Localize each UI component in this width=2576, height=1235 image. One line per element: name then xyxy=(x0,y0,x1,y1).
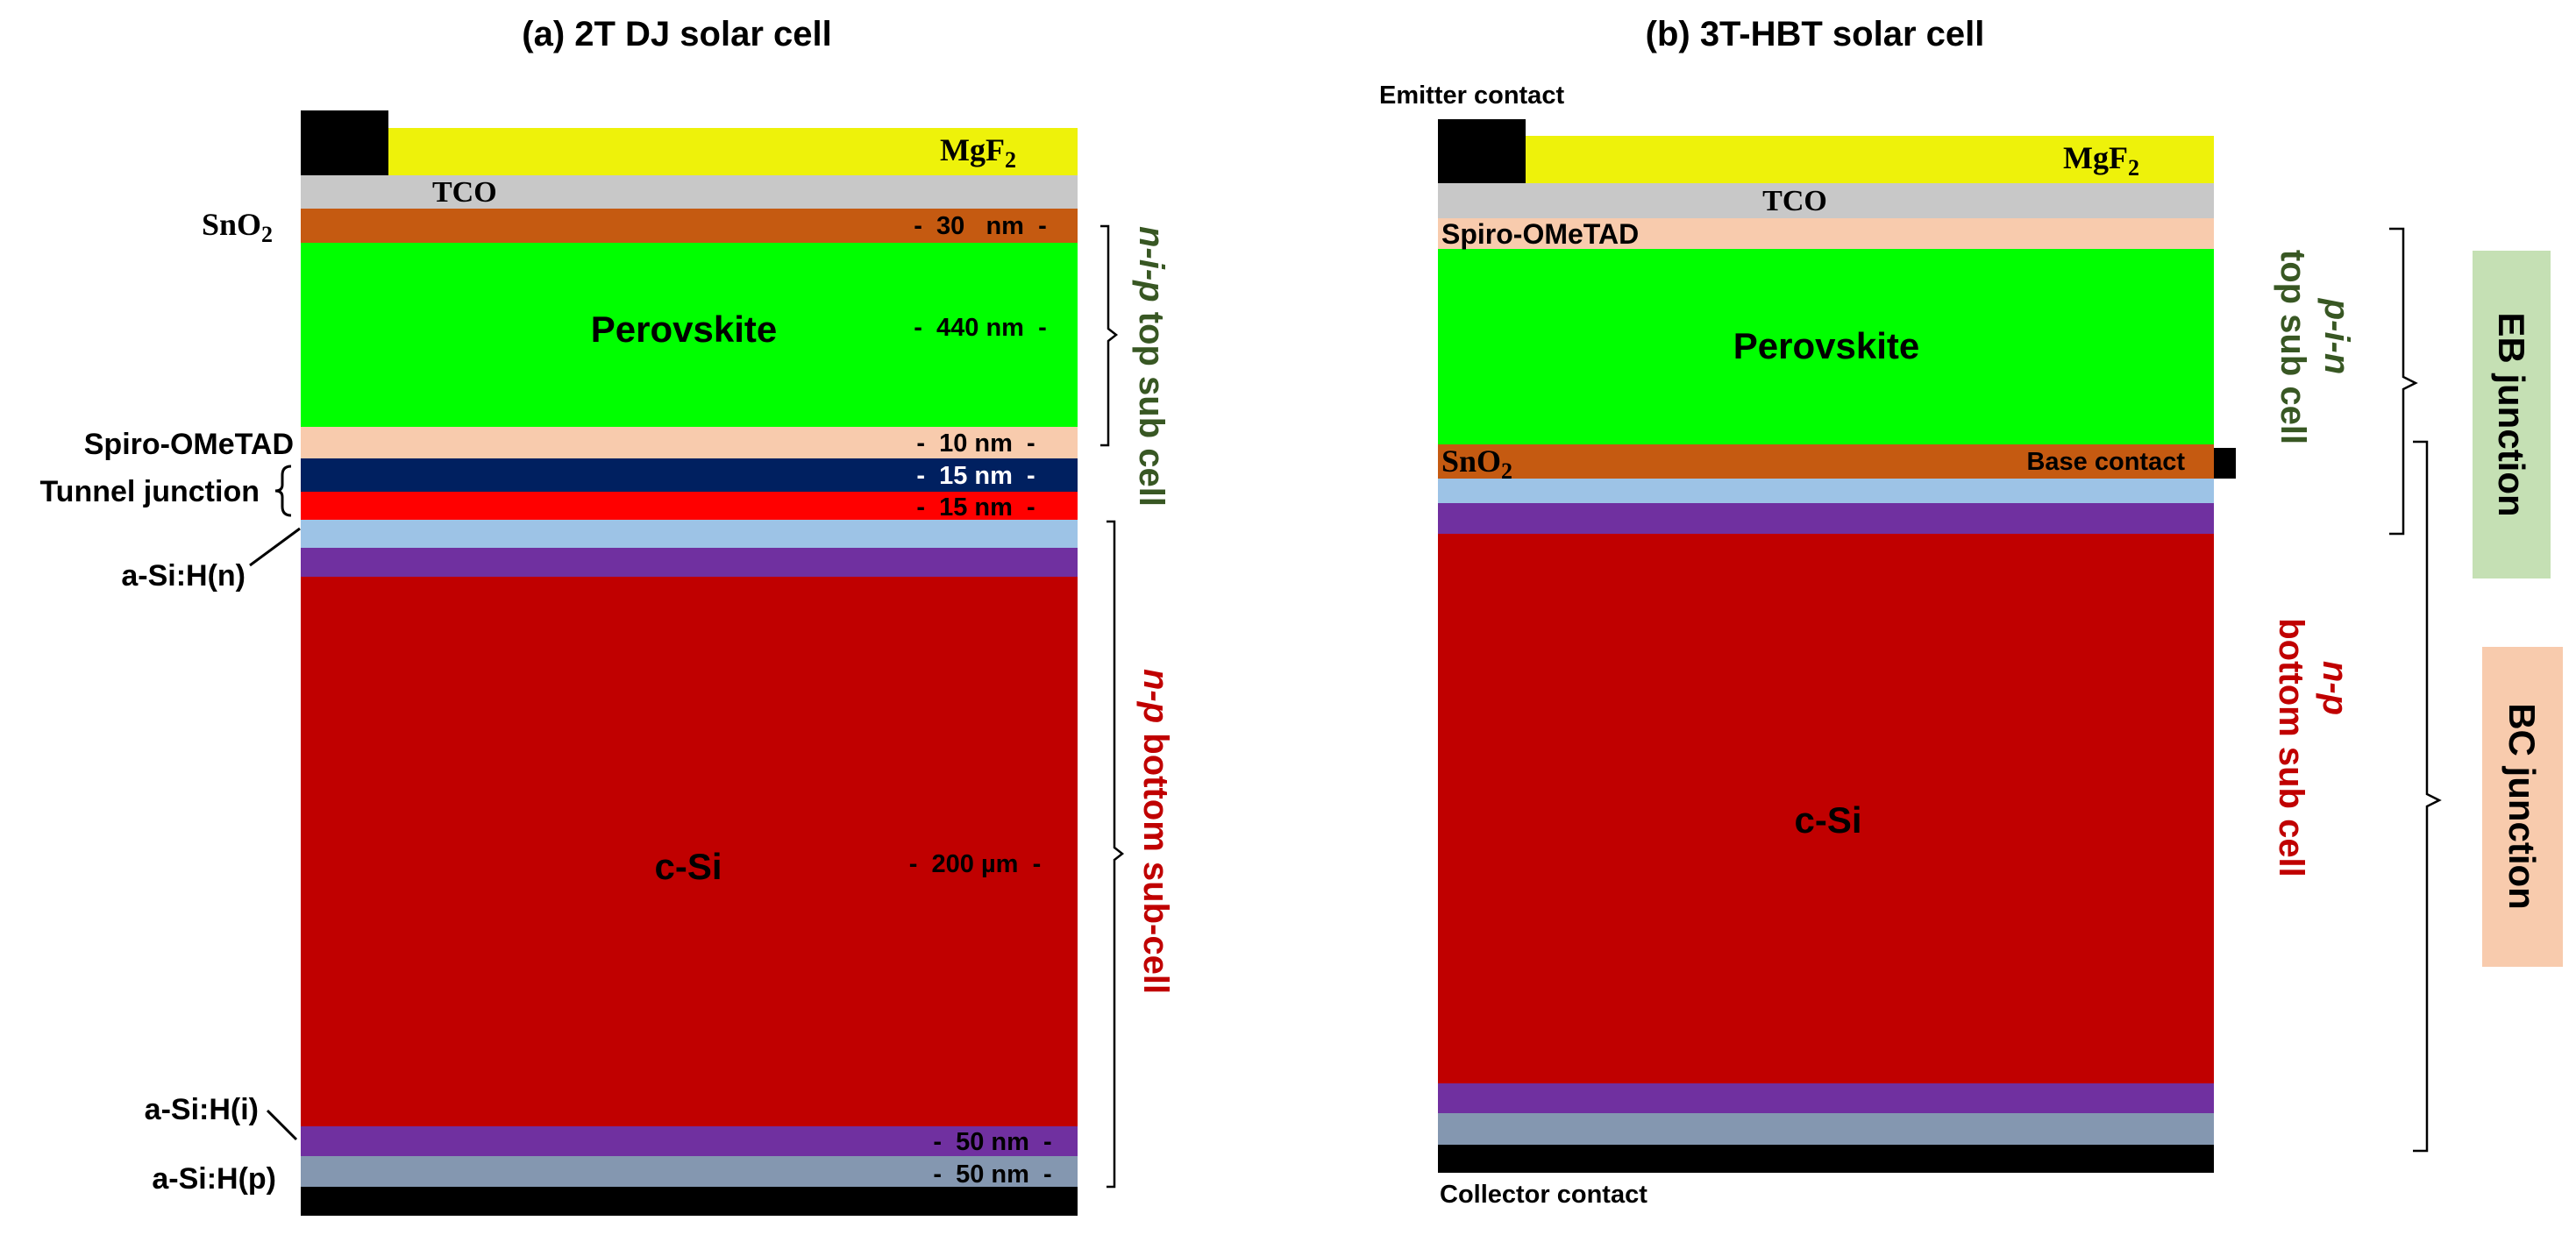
a-csi-thickness: - 200 µm - xyxy=(909,850,1041,878)
a-bottom-subcell-label: n-p bottom sub-cell xyxy=(1136,669,1175,994)
b-base-contact xyxy=(2214,448,2236,479)
a-mgf2-layer xyxy=(301,128,1078,175)
a-asi-i-thickness: - 50 nm - xyxy=(933,1128,1051,1156)
b-emitter-contact xyxy=(1438,119,1526,183)
a-rear-contact xyxy=(301,1187,1078,1216)
a-tunnel-bottom-thickness: - 15 nm - xyxy=(916,493,1035,522)
b-mgf2-label: MgF2 xyxy=(2063,140,2139,181)
b-eb-junction-brace xyxy=(2389,227,2418,536)
a-tunnel-junction-label: Tunnel junction xyxy=(39,475,260,508)
a-csi-label: c-Si xyxy=(654,846,722,887)
b-perovskite-layer xyxy=(1438,249,2214,444)
b-collector-contact-label: Collector contact xyxy=(1440,1181,1647,1209)
b-top-subcell-italic: p-i-n xyxy=(2317,298,2356,375)
b-eb-junction-label: EB junction xyxy=(2491,312,2532,516)
a-spiro-side-label: Spiro-OMeTAD xyxy=(84,428,294,461)
b-bc-junction-label: BC junction xyxy=(2501,703,2543,910)
b-purple-bottom-layer xyxy=(1438,1083,2214,1113)
b-tco-label: TCO xyxy=(1762,185,1827,217)
a-asi-i-top-layer xyxy=(301,548,1078,577)
b-base-contact-label: Base contact xyxy=(2026,448,2185,476)
b-sno2-layer xyxy=(1438,444,2214,479)
a-asi-p-layer xyxy=(301,1156,1078,1187)
a-tco-layer xyxy=(301,175,1078,209)
b-perovskite-label: Perovskite xyxy=(1733,325,1919,366)
a-sno2-layer xyxy=(301,209,1078,243)
b-bc-junction-box xyxy=(2482,647,2563,967)
b-csi-label: c-Si xyxy=(1794,799,1861,841)
a-asi-p-thickness: - 50 nm - xyxy=(933,1160,1051,1189)
a-sno2-thickness: - 30 nm - xyxy=(914,212,1046,240)
a-asi-n-side-label: a-Si:H(n) xyxy=(121,559,246,593)
a-top-subcell-label: n-i-p top sub cell xyxy=(1132,226,1171,507)
panel-b: (b) 3T-HBT solar cell Emitter contact Mg… xyxy=(1379,15,2563,1209)
a-asi-i-side-label: a-Si:H(i) xyxy=(145,1093,259,1126)
panel-a: (a) 2T DJ solar cell MgF2 TCO Perovskite… xyxy=(39,15,1175,1216)
panel-a-title: (a) 2T DJ solar cell xyxy=(522,15,831,53)
b-sno2-label: SnO2 xyxy=(1441,444,1512,484)
a-bottom-subcell-brace xyxy=(1107,520,1125,1189)
a-tunnel-top-thickness: - 15 nm - xyxy=(916,462,1035,490)
a-perovskite-layer xyxy=(301,243,1078,427)
a-asi-i-pointer xyxy=(266,1109,298,1141)
b-csi-layer xyxy=(1438,534,2214,1083)
a-front-contact xyxy=(301,110,388,175)
panel-b-title: (b) 3T-HBT solar cell xyxy=(1646,15,1985,53)
b-asi-p-layer xyxy=(1438,1113,2214,1145)
b-asi-n-layer xyxy=(1438,479,2214,503)
a-asi-n-pointer xyxy=(249,527,301,567)
a-tunnel-junction-brace xyxy=(274,465,292,517)
b-mgf2-layer xyxy=(1438,136,2214,183)
a-mgf2-label: MgF2 xyxy=(940,132,1016,173)
a-asi-i-layer xyxy=(301,1126,1078,1156)
b-top-subcell-rest: top sub cell xyxy=(2274,250,2312,444)
b-tco-layer xyxy=(1438,183,2214,218)
b-purple-top-layer xyxy=(1438,503,2214,534)
b-bottom-subcell-rest: bottom sub cell xyxy=(2272,618,2310,877)
a-tco-label: TCO xyxy=(432,176,497,209)
b-eb-junction-box xyxy=(2473,251,2551,578)
a-asi-p-side-label: a-Si:H(p) xyxy=(152,1162,276,1196)
a-csi-layer xyxy=(301,577,1078,1126)
a-sno2-side-label: SnO2 xyxy=(202,207,273,247)
b-spiro-label: Spiro-OMeTAD xyxy=(1441,218,1639,250)
b-bottom-subcell-italic: n-p xyxy=(2316,661,2354,715)
a-top-subcell-brace xyxy=(1100,224,1119,447)
a-asi-n-layer xyxy=(301,520,1078,548)
a-perovskite-thickness: - 440 nm - xyxy=(914,314,1047,342)
a-perovskite-label: Perovskite xyxy=(591,309,777,350)
a-spiro-thickness: - 10 nm - xyxy=(916,429,1035,458)
b-collector-contact xyxy=(1438,1145,2214,1173)
b-emitter-contact-label: Emitter contact xyxy=(1379,82,1564,110)
b-bc-junction-brace xyxy=(2413,440,2442,1153)
a-spiro-layer xyxy=(301,427,1078,458)
a-tunnel-bottom-layer xyxy=(301,492,1078,520)
b-spiro-layer xyxy=(1438,218,2214,249)
a-tunnel-top-layer xyxy=(301,458,1078,492)
